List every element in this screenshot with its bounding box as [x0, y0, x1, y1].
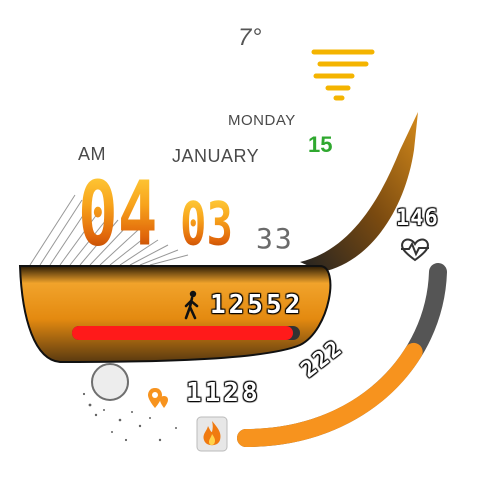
hatch-decoration: [29, 194, 189, 266]
steps-count: 12552: [210, 290, 304, 320]
walking-person-icon: [184, 290, 199, 320]
seconds: 33: [256, 222, 294, 255]
speckle-decoration: [82, 363, 177, 442]
calories-gauge-fill: [237, 263, 447, 447]
flame-icon: [196, 416, 228, 452]
month: JANUARY: [172, 146, 260, 166]
steps-progress-track: [72, 326, 300, 340]
steps-progress-fill: [72, 326, 294, 340]
day-of-month: 15: [308, 132, 333, 157]
am-pm: AM: [78, 144, 106, 164]
temperature: 7°: [238, 24, 262, 51]
weekday: MONDAY: [228, 112, 296, 129]
location-pin-icon: [148, 388, 168, 408]
hours: 04: [78, 161, 158, 266]
windy-haze-icon: [311, 49, 375, 101]
heart-rate-icon: [401, 238, 429, 262]
heart-rate-value: 146: [396, 206, 439, 231]
minutes: 03: [180, 190, 233, 260]
distance-value: 1128: [186, 378, 261, 408]
stick-shape: [300, 112, 418, 272]
